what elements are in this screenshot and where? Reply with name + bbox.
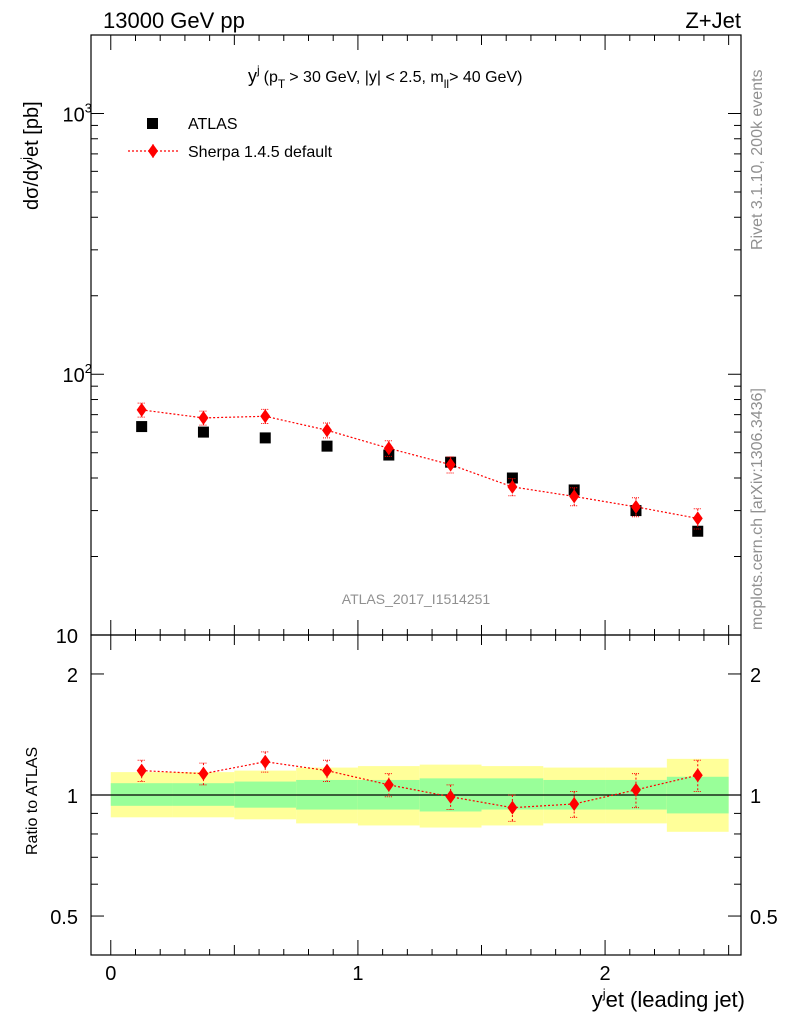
ratio-data-point — [198, 766, 209, 781]
atlas-data-point — [506, 472, 518, 484]
ratio-data-point — [136, 763, 147, 778]
atlas-data-point — [321, 440, 333, 452]
main-y-tick-label: 10 — [56, 626, 78, 648]
title-sup-j: j — [256, 63, 260, 77]
ratio-y-tick-label-left: 2 — [67, 665, 78, 687]
xlabel-part-a: y — [592, 987, 603, 1012]
analysis-watermark: ATLAS_2017_I1514251 — [342, 591, 491, 607]
ratio-data-point — [630, 782, 641, 797]
ratio-data-point — [569, 796, 580, 811]
ratio-y-tick-label-right: 0.5 — [750, 907, 778, 929]
sherpa-data-point — [260, 409, 271, 424]
mcplots-label: mcplots.cern.ch [arXiv:1306.3436] — [749, 388, 766, 630]
title-cuts: > 30 GeV, |y| < 2.5, m — [289, 69, 443, 86]
xlabel-sup: j — [602, 986, 606, 1001]
sherpa-data-point — [383, 441, 394, 456]
atlas-data-point — [692, 525, 704, 537]
sherpa-series-line — [141, 409, 698, 519]
ratio-x-tick-label: 1 — [352, 963, 363, 985]
ylabel-part-a: dσ/dy — [21, 160, 43, 210]
ratio-y-tick-label-right: 2 — [750, 665, 761, 687]
sherpa-data-point — [136, 402, 147, 417]
ratio-plot-frame — [90, 634, 742, 956]
rivet-version-label: Rivet 3.1.10, 200k events — [749, 69, 766, 250]
ratio-data-point — [507, 800, 518, 815]
sherpa-data-point — [630, 499, 641, 514]
x-axis-label: yjet (leading jet) — [592, 986, 745, 1012]
main-y-tick-label: 102 — [63, 361, 92, 387]
main-data-layer — [136, 402, 704, 537]
title-p: (p — [264, 69, 278, 86]
ratio-data-point — [260, 754, 271, 769]
plot-title: yj (pT > 30 GeV, |y| < 2.5, mll> 40 GeV) — [248, 63, 522, 91]
ylabel-sup: j — [18, 157, 33, 161]
title-sub-ll: ll — [444, 77, 449, 91]
ratio-data-point — [322, 763, 333, 778]
main-y-axis-label: dσ/dyjet [pb] — [18, 101, 43, 210]
sherpa-data-point — [692, 511, 703, 526]
title-sub-t: T — [278, 77, 286, 91]
header-process-label: Z+Jet — [685, 8, 741, 33]
ratio-data-point — [445, 789, 456, 804]
ratio-data-point — [383, 777, 394, 792]
ylabel-part-b: et [pb] — [21, 101, 43, 157]
ratio-panel: 0.5 0.5 1 1 2 2 0 1 2 Ratio to ATLAS yjet (leadi… — [24, 634, 778, 1012]
ratio-axis-ticks: 0.5 0.5 1 1 2 2 0 1 2 — [50, 635, 778, 985]
sherpa-data-point — [322, 423, 333, 438]
ratio-x-tick-label: 0 — [105, 963, 116, 985]
sherpa-data-point — [198, 410, 209, 425]
ratio-y-axis-label: Ratio to ATLAS — [24, 747, 41, 855]
atlas-data-point — [197, 426, 209, 438]
sherpa-data-point — [445, 457, 456, 472]
ratio-x-tick-label: 2 — [600, 963, 611, 985]
ratio-y-tick-label-right: 1 — [750, 786, 761, 808]
xlabel-part-b: et (leading jet) — [606, 987, 745, 1012]
legend-marker-sherpa — [148, 144, 158, 158]
header-energy-label: 13000 GeV pp — [103, 8, 245, 33]
title-y: y — [248, 66, 257, 86]
legend-marker-atlas — [147, 118, 158, 129]
ratio-y-tick-label-left: 1 — [67, 786, 78, 808]
sherpa-data-point — [569, 489, 580, 504]
ratio-sherpa-line — [141, 761, 698, 809]
legend-label-sherpa: Sherpa 1.4.5 default — [188, 144, 333, 161]
ratio-data-point — [692, 768, 703, 783]
main-y-tick-label: 103 — [63, 100, 92, 126]
main-axis-ticks: 10 102 103 — [56, 34, 741, 648]
ratio-data-layer — [136, 751, 703, 822]
title-end: > 40 GeV) — [449, 69, 522, 86]
legend-label-atlas: ATLAS — [188, 116, 238, 133]
atlas-data-point — [136, 421, 148, 433]
atlas-data-point — [259, 432, 271, 444]
ratio-y-tick-label-left: 0.5 — [50, 907, 78, 929]
sherpa-data-point — [507, 479, 518, 494]
legend: ATLAS Sherpa 1.4.5 default — [128, 116, 333, 161]
